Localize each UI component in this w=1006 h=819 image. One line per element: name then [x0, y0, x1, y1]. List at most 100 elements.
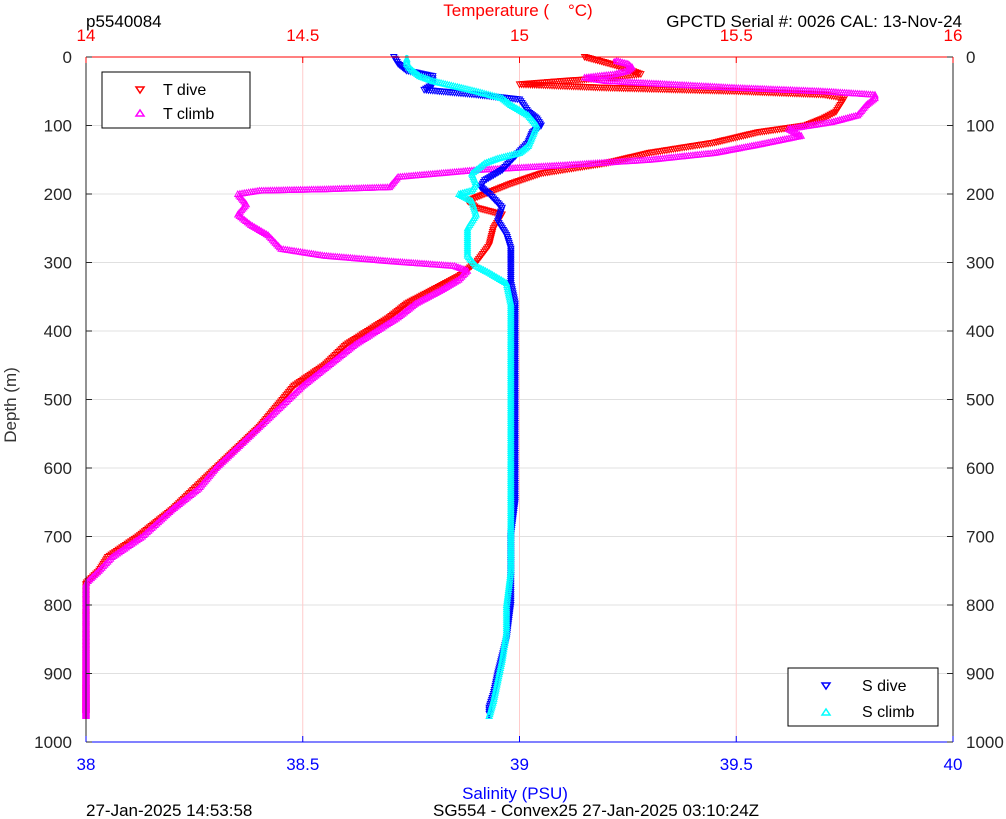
data-point: [463, 245, 472, 253]
depth-tick-label-left: 200: [44, 185, 72, 204]
data-point: [506, 463, 515, 471]
data-point: [506, 356, 515, 364]
data-point: [463, 247, 472, 255]
salinity-tick-label: 39.5: [720, 755, 753, 774]
legend-s-climb-label: S climb: [862, 704, 915, 721]
data-point: [506, 380, 515, 388]
data-point: [506, 568, 515, 576]
salinity-axis-label: Salinity (PSU): [462, 784, 568, 803]
data-point: [506, 573, 514, 581]
data-point: [506, 431, 515, 439]
data-point: [492, 682, 501, 690]
data-point: [504, 289, 513, 297]
data-point: [506, 513, 515, 521]
data-point: [506, 444, 515, 452]
data-point: [506, 401, 515, 409]
data-point: [502, 613, 511, 621]
data-point: [506, 316, 515, 324]
data-point: [506, 468, 515, 476]
data-point: [506, 534, 515, 542]
data-point: [506, 277, 515, 286]
depth-axis-label: Depth (m): [1, 367, 20, 443]
data-point: [404, 299, 413, 307]
data-point: [506, 558, 515, 566]
legend-salinity: S dive S climb: [787, 667, 939, 727]
data-point: [506, 446, 515, 454]
data-point: [506, 299, 515, 307]
data-point: [502, 626, 511, 634]
depth-tick-label-right: 900: [966, 665, 994, 684]
data-point: [499, 647, 508, 655]
data-point: [497, 661, 505, 669]
data-point: [493, 678, 502, 686]
data-point: [499, 645, 508, 653]
data-point: [498, 651, 507, 659]
data-point: [506, 502, 515, 510]
data-point: [493, 676, 502, 684]
data-point: [506, 500, 515, 508]
data-point: [506, 448, 515, 457]
data-point: [506, 406, 515, 414]
data-point: [496, 666, 504, 674]
data-point: [506, 386, 515, 394]
data-point: [502, 609, 511, 617]
data-point: [506, 436, 515, 444]
data-point: [506, 427, 515, 435]
data-point: [495, 668, 504, 676]
data-point: [494, 674, 503, 682]
data-point: [506, 335, 515, 343]
salinity-tick-label: 40: [944, 755, 963, 774]
data-point: [491, 688, 500, 696]
data-point: [506, 329, 515, 337]
data-point: [503, 285, 512, 293]
temperature-axis-label: Temperature ( °C): [443, 1, 592, 20]
data-point: [502, 622, 511, 630]
data-point: [506, 493, 515, 501]
data-point: [506, 324, 515, 332]
data-point: [502, 607, 511, 615]
data-point: [500, 641, 509, 649]
data-point: [506, 257, 515, 265]
data-point: [506, 530, 515, 538]
data-point: [506, 376, 515, 384]
data-point: [496, 663, 505, 672]
data-point: [506, 481, 515, 489]
footer-left: 27-Jan-2025 14:53:58: [86, 801, 252, 819]
data-point: [504, 583, 513, 591]
data-point: [506, 466, 515, 474]
data-point: [506, 369, 515, 377]
legend-temperature-box: [101, 71, 251, 129]
data-point: [612, 58, 617, 63]
depth-tick-label-right: 400: [966, 322, 994, 341]
data-point: [504, 287, 513, 295]
data-point: [506, 312, 515, 320]
data-point: [506, 395, 515, 403]
data-point: [463, 249, 472, 257]
data-point: [505, 577, 514, 585]
data-point: [506, 371, 515, 379]
header-left: p5540084: [86, 12, 162, 31]
data-point: [506, 259, 515, 267]
data-point: [506, 483, 515, 491]
data-point: [500, 643, 509, 651]
data-point: [499, 649, 508, 657]
data-point: [498, 653, 507, 661]
depth-tick-label-left: 500: [44, 391, 72, 410]
depth-tick-label-left: 400: [44, 322, 72, 341]
data-point: [871, 94, 879, 102]
footer-center: SG554 - Convex25 27-Jan-2025 03:10:24Z: [433, 801, 759, 819]
data-point: [484, 175, 493, 183]
data-point: [508, 101, 517, 109]
data-point: [492, 684, 500, 692]
data-point: [506, 442, 515, 450]
depth-tick-label-left: 1000: [34, 733, 72, 752]
data-point: [505, 581, 513, 589]
data-point: [497, 657, 506, 665]
data-point: [506, 536, 515, 544]
data-point: [506, 491, 515, 499]
data-point: [425, 83, 434, 91]
axes: 0 0 100 100 200 200 300 300 400 400 500 500 600 600 70…: [34, 26, 1004, 774]
data-point: [503, 283, 512, 291]
data-point: [504, 588, 512, 596]
legend-t-dive-label: T dive: [163, 82, 206, 99]
